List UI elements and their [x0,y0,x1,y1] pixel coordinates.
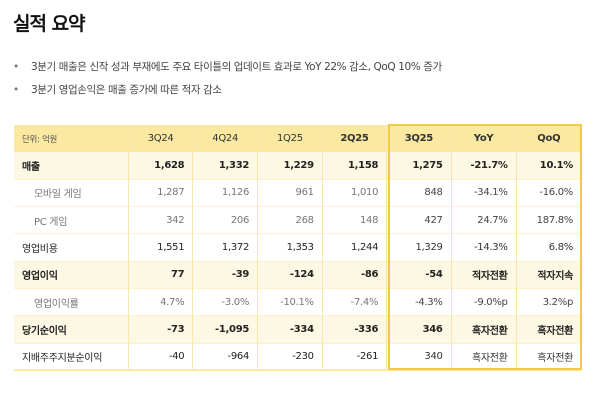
cell-value: 24.7% [451,206,517,234]
bullet-icon: • [13,61,19,73]
table-row: 당기순이익 -73 -1,095 -334 -336 346 흑자전환 흑자전환 [14,315,581,344]
cell-value: 187.8% [536,214,574,226]
cell-value: 6.8% [548,242,574,254]
cell-value: 1,372 [192,233,259,262]
cell-value: 1,551 [128,233,194,262]
cell-value: 1,158 [322,152,388,180]
row-label: 매출 [14,152,129,180]
cell-value: 흑자전환 [537,325,573,337]
cell-value: -21.7% [451,152,517,180]
cell-value: -40 [128,343,194,371]
cell-value: 1,329 [386,233,452,262]
cell-value: 346 [386,315,452,344]
cell-value: -73 [128,315,194,344]
bullet-text: 3분기 영업손익은 매출 증가에 따른 적자 감소 [31,84,222,96]
row-label: 지배주주지분순이익 [14,343,129,371]
table-header: 단위: 억원 3Q24 4Q24 1Q25 2Q25 3Q25 YoY QoQ [14,125,581,152]
cell-value: -124 [257,261,323,289]
cell-value: -7.4% [322,288,388,316]
unit-label: 단위: 억원 [14,125,129,152]
cell-value: -9.0%p [451,288,517,316]
earnings-table: 단위: 억원 3Q24 4Q24 1Q25 2Q25 3Q25 YoY QoQ … [14,125,581,371]
table-row: 영업이익 77 -39 -124 -86 -54 적자전환 적자지속 [14,261,581,289]
cell-value: 1,628 [128,152,194,180]
cell-value: 1,126 [192,179,259,207]
cell-value: -336 [322,315,388,344]
cell-value: 4.7% [128,288,194,316]
col-header: 1Q25 [257,125,323,152]
bullet-item: • 3분기 영업손익은 매출 증가에 따른 적자 감소 [13,79,442,102]
row-label: 당기순이익 [14,315,129,344]
row-label: PC 게임 [14,206,129,234]
cell-value: -334 [257,315,323,344]
cell-value: -10.1% [257,288,323,316]
cell-value: 흑자전환 [451,343,517,371]
cell-value: 흑자전환 [451,315,517,344]
cell-value: 340 [386,343,452,371]
row-label: 영업비용 [14,233,129,262]
cell-value: 1,229 [257,152,323,180]
bullet-icon: • [13,84,19,96]
cell-value: -1,095 [192,315,259,344]
cell-value: 206 [192,206,259,234]
table-row: 영업비용 1,551 1,372 1,353 1,244 1,329 -14.3% 6.8% [14,233,581,262]
cell-value: 1,275 [386,152,452,180]
table-row: PC 게임 342 206 268 148 427 24.7% 187.8% [14,206,581,234]
cell-value: 961 [257,179,323,207]
col-header: 4Q24 [192,125,259,152]
bullet-text: 3분기 매출은 신작 성과 부재에도 주요 타이틀의 업데이트 효과로 YoY … [31,61,442,73]
table-row: 모바일 게임 1,287 1,126 961 1,010 848 -34.1% -16.0% [14,179,581,207]
col-header: 2Q25 [322,125,388,152]
cell-value: -964 [192,343,259,371]
cell-value: 10.1% [539,159,574,171]
table-row: 지배주주지분순이익 -40 -964 -230 -261 340 흑자전환 흑자전환 [14,343,581,371]
cell-value: 268 [257,206,323,234]
cell-value: -261 [322,343,388,371]
row-label: 영업이익률 [14,288,129,316]
cell-value: 적자전환 [451,261,517,289]
cell-value: -4.3% [386,288,452,316]
cell-value: 3.2%p [542,296,574,308]
cell-value: 148 [322,206,388,234]
cell-value: -14.3% [451,233,517,262]
cell-value: 1,332 [192,152,259,180]
cell-value: -3.0% [192,288,259,316]
table-row: 매출 1,628 1,332 1,229 1,158 1,275 -21.7% 10.1% [14,152,581,180]
cell-value: 1,244 [322,233,388,262]
cell-value: 427 [386,206,452,234]
col-header: YoY [451,125,517,152]
cell-value: 흑자전환 [537,352,573,364]
col-header: QoQ [537,133,561,144]
table-row: 영업이익률 4.7% -3.0% -10.1% -7.4% -4.3% -9.0%p 3.2%… [14,288,581,316]
cell-value: 1,287 [128,179,194,207]
cell-value: 848 [386,179,452,207]
cell-value: -230 [257,343,323,371]
cell-value: 1,353 [257,233,323,262]
bullet-item: • 3분기 매출은 신작 성과 부재에도 주요 타이틀의 업데이트 효과로 YoY… [13,56,442,79]
cell-value: -16.0% [539,187,573,199]
summary-bullets: • 3분기 매출은 신작 성과 부재에도 주요 타이틀의 업데이트 효과로 YoY… [13,56,442,102]
cell-value: -54 [386,261,452,289]
cell-value: -39 [192,261,259,289]
cell-value: 적자지속 [537,271,573,283]
cell-value: 342 [128,206,194,234]
cell-value: 1,010 [322,179,388,207]
cell-value: -34.1% [451,179,517,207]
cell-value: 77 [128,261,194,289]
cell-value: -86 [322,261,388,289]
row-label: 모바일 게임 [14,179,129,207]
row-label: 영업이익 [14,261,129,289]
col-header: 3Q24 [128,125,194,152]
col-header: 3Q25 [386,125,452,152]
page-title: 실적 요약 [13,13,86,35]
